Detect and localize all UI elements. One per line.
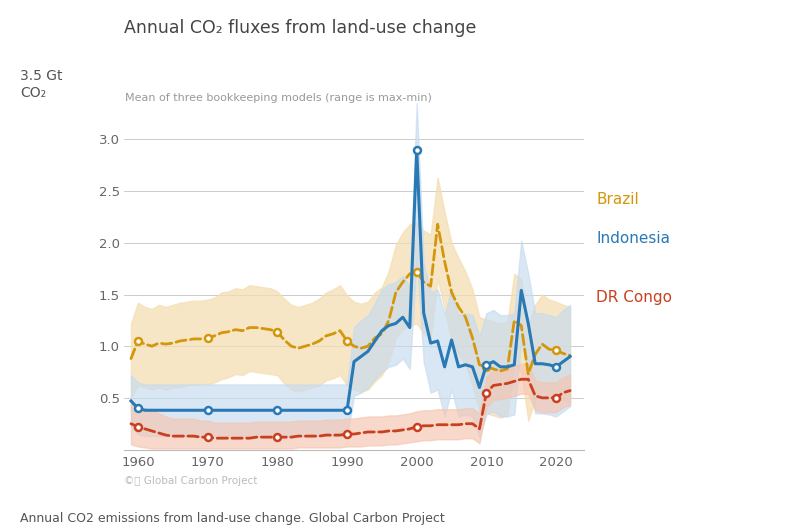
Text: Mean of three bookkeeping models (range is max-min): Mean of three bookkeeping models (range …: [125, 93, 432, 103]
Text: Brazil: Brazil: [596, 192, 638, 206]
Text: Annual CO₂ fluxes from land-use change: Annual CO₂ fluxes from land-use change: [124, 19, 476, 37]
Text: 3.5 Gt
CO₂: 3.5 Gt CO₂: [20, 69, 62, 101]
Text: DR Congo: DR Congo: [596, 290, 672, 305]
Text: Annual CO2 emissions from land-use change. Global Carbon Project: Annual CO2 emissions from land-use chang…: [20, 512, 445, 525]
Text: Indonesia: Indonesia: [596, 231, 670, 246]
Text: ©Ⓢ Global Carbon Project: ©Ⓢ Global Carbon Project: [124, 476, 258, 486]
